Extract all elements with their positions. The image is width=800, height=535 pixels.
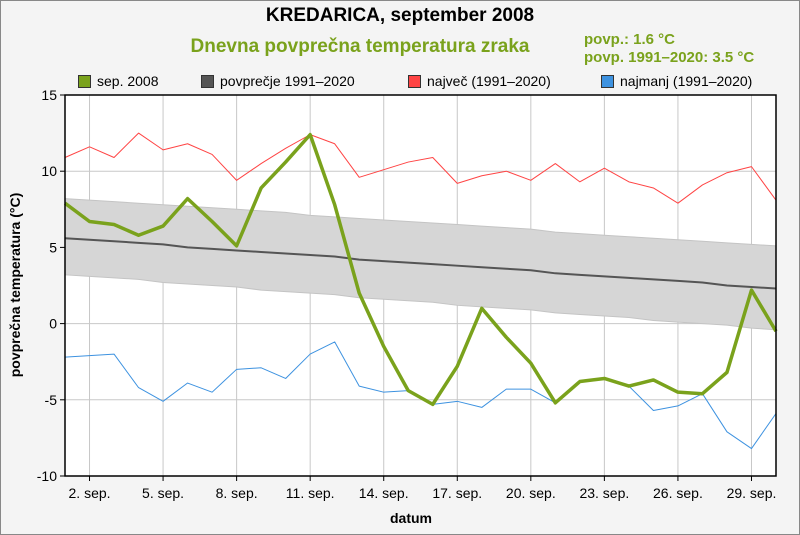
x-tick-label: 5. sep. bbox=[142, 485, 184, 501]
y-tick-label: 5 bbox=[49, 239, 57, 255]
x-tick-label: 26. sep. bbox=[653, 485, 703, 501]
stat-month: povp.: 1.6 °C bbox=[584, 31, 676, 48]
legend-label: največ (1991–2020) bbox=[427, 73, 551, 89]
legend-swatch bbox=[201, 74, 214, 88]
chart-subtitle: Dnevna povprečna temperatura zraka bbox=[190, 36, 530, 57]
x-tick-label: 14. sep. bbox=[359, 485, 409, 501]
x-tick-label: 29. sep. bbox=[727, 485, 777, 501]
legend-label: sep. 2008 bbox=[97, 73, 159, 89]
y-tick-label: 0 bbox=[49, 316, 57, 332]
max-line bbox=[64, 132, 777, 204]
y-tick-label: -5 bbox=[45, 392, 58, 408]
mean-line bbox=[64, 237, 777, 290]
x-axis-label: datum bbox=[390, 510, 432, 526]
plot-border bbox=[64, 94, 777, 477]
x-tick-label: 23. sep. bbox=[579, 485, 629, 501]
legend-item-min: najmanj (1991–2020) bbox=[601, 73, 752, 89]
stats-box: povp.: 1.6 °C povp. 1991–2020: 3.5 °C bbox=[584, 31, 754, 67]
legend-item-max: največ (1991–2020) bbox=[408, 73, 551, 89]
legend-item-mean: povprečje 1991–2020 bbox=[201, 73, 355, 89]
x-tick-label: 11. sep. bbox=[286, 485, 335, 501]
legend-swatch bbox=[601, 74, 614, 88]
legend-item-sep2008: sep. 2008 bbox=[78, 73, 159, 89]
legend-label: povprečje 1991–2020 bbox=[220, 73, 355, 89]
y-tick-label: 10 bbox=[41, 163, 57, 179]
sep2008-line bbox=[63, 132, 778, 407]
x-tick-label: 2. sep. bbox=[69, 485, 111, 501]
y-axis-label: povprečna temperatura (°C) bbox=[7, 193, 23, 378]
x-tick-label: 17. sep. bbox=[432, 485, 482, 501]
chart-title: KREDARICA, september 2008 bbox=[265, 5, 535, 26]
y-tick-label: -10 bbox=[37, 468, 57, 484]
x-tick-label: 20. sep. bbox=[506, 485, 556, 501]
stat-normal: povp. 1991–2020: 3.5 °C bbox=[584, 49, 755, 66]
x-tick-label: 8. sep. bbox=[216, 485, 258, 501]
legend-swatch bbox=[408, 74, 421, 88]
y-tick-label: 15 bbox=[41, 87, 57, 103]
legend-swatch bbox=[78, 74, 91, 88]
legend-label: najmanj (1991–2020) bbox=[620, 73, 753, 89]
